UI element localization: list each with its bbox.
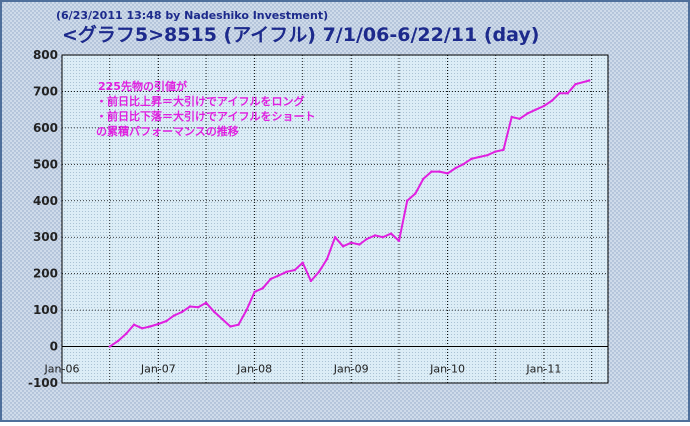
data-point — [277, 274, 280, 277]
data-point — [574, 82, 577, 86]
data-point — [124, 332, 128, 335]
data-point — [229, 325, 232, 328]
y-tick-label: 600 — [33, 121, 58, 135]
data-point — [309, 279, 313, 283]
x-tick-label: Jan-06 — [44, 363, 80, 376]
data-point — [446, 172, 449, 175]
timestamp-text: (6/23/2011 13:48 by Nadeshiko Investment… — [56, 9, 328, 22]
data-point — [542, 104, 546, 108]
data-point — [470, 157, 473, 161]
data-point — [293, 268, 296, 272]
y-tick-label: 0 — [50, 340, 58, 354]
data-point — [221, 318, 224, 321]
annotation-line-2: ・前日比上昇＝大引けでアイフルをロング — [96, 94, 304, 108]
data-point — [588, 79, 591, 82]
y-tick-label: -100 — [28, 376, 58, 390]
y-tick-label: 100 — [33, 303, 58, 317]
data-point — [237, 323, 240, 326]
data-point — [566, 92, 569, 95]
data-point — [438, 170, 441, 173]
data-point — [180, 310, 184, 314]
data-point — [414, 192, 417, 195]
annotation-line-4: の累積パフォーマンスの推移 — [96, 124, 239, 138]
data-point — [397, 239, 401, 243]
y-tick-label: 800 — [33, 48, 58, 62]
data-point — [454, 166, 457, 170]
data-point — [301, 261, 304, 264]
gridlines — [61, 54, 608, 384]
x-axis-ticks: Jan-06 Jan-07 Jan-08 Jan-09 Jan-10 Jan-11 — [44, 363, 562, 376]
data-point — [253, 290, 256, 294]
data-point — [116, 339, 120, 343]
y-tick-label: 300 — [33, 230, 58, 244]
data-point — [405, 199, 409, 202]
data-point — [325, 257, 329, 261]
x-tick-label: Jan-09 — [333, 363, 369, 376]
data-point — [558, 92, 561, 95]
data-point — [341, 245, 345, 248]
data-point — [510, 115, 513, 119]
chart-title: <グラフ5>8515 (アイフル) 7/1/06-6/22/11 (day) — [62, 23, 539, 46]
data-point — [269, 277, 272, 281]
data-point — [350, 241, 353, 244]
y-tick-label: 700 — [33, 84, 58, 98]
series-group — [108, 79, 591, 348]
y-tick-label: 500 — [33, 157, 58, 171]
data-point — [461, 163, 465, 166]
y-tick-label: 200 — [33, 267, 58, 281]
data-point — [333, 236, 337, 239]
data-point — [261, 287, 265, 290]
data-point — [245, 308, 248, 312]
y-tick-label: 400 — [33, 194, 58, 208]
data-point — [141, 327, 144, 330]
data-point — [317, 270, 321, 274]
x-tick-label: Jan-08 — [236, 363, 272, 376]
data-point — [213, 310, 216, 314]
data-point — [148, 325, 152, 328]
data-point — [502, 148, 505, 151]
data-point — [108, 345, 111, 348]
data-point — [526, 112, 529, 115]
data-point — [486, 154, 489, 157]
data-point — [422, 177, 425, 181]
data-point — [478, 155, 481, 159]
data-point — [204, 301, 208, 305]
annotation-line-3: ・前日比下落＝大引けでアイフルをショート — [96, 109, 315, 123]
x-tick-label: Jan-07 — [140, 363, 176, 376]
plot-area — [61, 54, 609, 384]
data-point — [381, 236, 385, 239]
y-axis-ticks: -100 0 100 200 300 400 500 600 700 800 — [28, 48, 58, 390]
data-point — [518, 117, 521, 120]
data-point — [365, 237, 368, 241]
data-point — [285, 270, 288, 274]
data-point — [196, 305, 200, 309]
data-point — [550, 99, 554, 102]
series-line — [109, 79, 590, 348]
data-point — [172, 314, 176, 317]
x-tick-label: Jan-11 — [525, 363, 561, 376]
data-point — [165, 319, 168, 323]
data-point — [188, 305, 192, 308]
data-point — [534, 108, 537, 111]
data-point — [132, 323, 136, 326]
data-point — [430, 170, 433, 173]
data-point — [358, 243, 361, 246]
annotation-line-1: 225先物の引値が — [98, 79, 187, 93]
x-tick-label: Jan-10 — [429, 363, 465, 376]
data-point — [157, 322, 160, 326]
annotation-box: 225先物の引値が ・前日比上昇＝大引けでアイフルをロング ・前日比下落＝大引け… — [96, 79, 315, 138]
data-point — [373, 234, 377, 237]
data-point — [389, 232, 393, 235]
data-point — [494, 150, 497, 153]
